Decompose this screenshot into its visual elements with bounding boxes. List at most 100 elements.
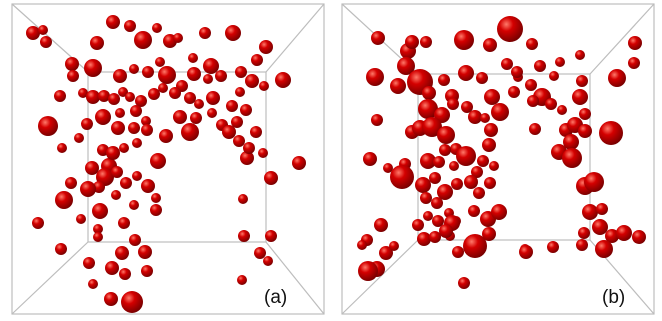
sphere (489, 161, 499, 171)
sphere (578, 124, 592, 138)
sphere (151, 193, 161, 203)
sphere (111, 121, 125, 135)
sphere (576, 75, 588, 87)
sphere (433, 156, 445, 168)
sphere (233, 135, 245, 147)
sphere (422, 117, 442, 137)
sphere (95, 109, 111, 125)
sphere (473, 187, 485, 199)
panel-label-b: (b) (602, 287, 626, 308)
sphere (265, 230, 277, 242)
sphere (38, 116, 58, 136)
sphere (173, 33, 183, 43)
sphere (155, 57, 165, 67)
sphere (169, 87, 181, 99)
sphere (142, 66, 154, 78)
sphere (240, 104, 252, 116)
panel-a-view (11, 3, 325, 315)
sphere (608, 69, 626, 87)
sphere (86, 90, 100, 104)
sphere (207, 108, 217, 118)
sphere (508, 86, 520, 98)
sphere (40, 36, 52, 48)
sphere (582, 204, 598, 220)
sphere (363, 152, 377, 166)
sphere (572, 89, 588, 105)
sphere (437, 126, 455, 144)
sphere (225, 25, 241, 41)
sphere (547, 241, 559, 253)
sphere (449, 161, 459, 171)
sphere (525, 79, 537, 91)
sphere (132, 171, 142, 181)
sphere (121, 291, 143, 313)
sphere (592, 219, 608, 235)
sphere (420, 192, 432, 204)
sphere (65, 177, 77, 189)
sphere (106, 146, 120, 160)
sphere (125, 92, 135, 102)
sphere (605, 229, 619, 243)
sphere (438, 74, 450, 86)
sphere (292, 156, 306, 170)
sphere (456, 146, 476, 166)
sphere (119, 268, 131, 280)
sphere (105, 261, 119, 275)
sphere (238, 194, 248, 204)
sphere (32, 217, 44, 229)
sphere (251, 54, 263, 66)
sphere (199, 27, 211, 39)
sphere (527, 95, 539, 107)
sphere (194, 99, 204, 109)
sphere (562, 148, 582, 168)
sphere (259, 81, 269, 91)
sphere (150, 153, 166, 169)
sphere (454, 30, 474, 50)
panel-a: (a) (0, 0, 330, 321)
sphere (595, 240, 613, 258)
sphere (141, 124, 153, 136)
sphere (596, 203, 608, 215)
sphere (231, 116, 243, 128)
sphere (461, 101, 473, 113)
sphere (203, 58, 219, 74)
sphere (173, 110, 187, 124)
sphere (390, 165, 414, 189)
sphere (141, 265, 153, 277)
sphere (390, 78, 406, 94)
sphere (238, 230, 250, 242)
sphere (366, 68, 384, 86)
sphere (484, 89, 500, 105)
sphere (576, 239, 588, 251)
sphere (511, 66, 523, 78)
panel-label-a: (a) (264, 287, 288, 308)
sphere (93, 181, 105, 193)
sphere (148, 88, 160, 100)
sphere (429, 231, 441, 243)
sphere (263, 256, 273, 266)
sphere (491, 204, 507, 220)
sphere (491, 103, 509, 121)
sphere (111, 190, 121, 200)
sphere (158, 66, 176, 84)
sphere (124, 20, 136, 32)
sphere (482, 227, 496, 241)
sphere (468, 110, 482, 124)
sphere (415, 177, 431, 193)
sphere (235, 87, 245, 97)
sphere (187, 67, 201, 81)
sphere (111, 166, 123, 178)
panel-b: (b) (332, 0, 662, 321)
sphere (379, 246, 393, 260)
sphere (108, 93, 120, 105)
sphere (397, 57, 415, 75)
sphere (118, 87, 128, 97)
sphere (422, 86, 436, 100)
sphere (118, 217, 130, 229)
sphere (628, 36, 642, 50)
sphere (134, 31, 152, 49)
sphere (358, 261, 378, 281)
panel-b-view (341, 3, 655, 315)
sphere (420, 153, 436, 169)
sphere (128, 122, 140, 134)
